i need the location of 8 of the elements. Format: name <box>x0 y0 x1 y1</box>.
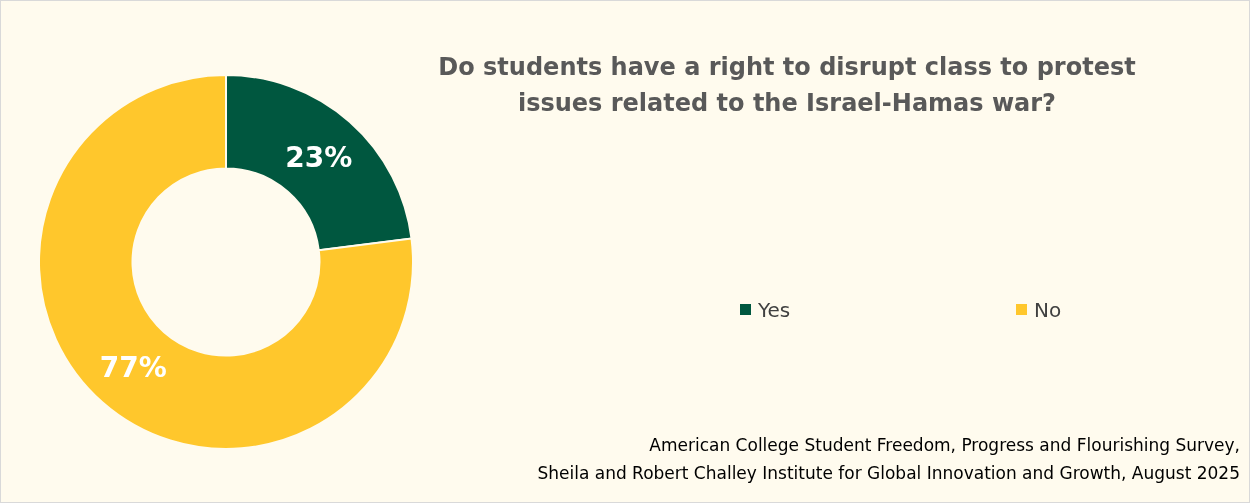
donut-slice <box>38 74 414 450</box>
legend-label: Yes <box>757 298 791 322</box>
text: Sheila and Robert Challey Institute for Global Innovation and Growth, August 2025 <box>537 463 1240 483</box>
legend-label: No <box>1034 298 1062 322</box>
text: American College Student Freedom, Progress and Flourishing Survey, <box>649 435 1240 455</box>
data-label: 23% <box>285 140 353 174</box>
data-label: 77% <box>99 351 167 384</box>
chart-title: Do students have a right to disrupt class to protest issues related to the Israel-Hamas war? <box>438 53 1136 117</box>
